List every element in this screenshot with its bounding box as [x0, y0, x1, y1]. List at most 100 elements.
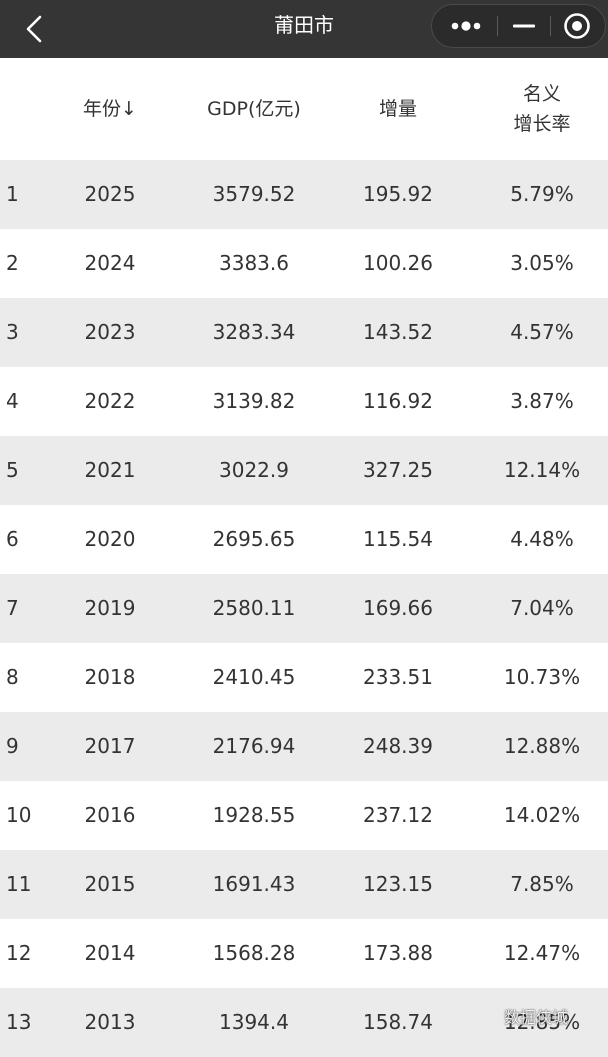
row-index: 4	[6, 389, 19, 413]
row-year: 2017	[84, 734, 136, 758]
row-increase: 173.88	[363, 941, 433, 965]
chevron-left-icon	[26, 15, 42, 43]
navigation-bar: 莆田市	[0, 0, 608, 58]
header-growth-rate: 名义 增长率	[470, 58, 608, 160]
row-gdp: 1568.28	[212, 941, 296, 965]
row-increase: 195.92	[363, 182, 433, 206]
row-gdp: 2695.65	[212, 527, 296, 551]
row-gdp: 1691.43	[212, 872, 296, 896]
row-growth-rate: 7.04%	[510, 596, 574, 620]
watermark-text: 数据侠城	[504, 1008, 569, 1027]
minimize-icon	[513, 24, 535, 28]
row-gdp: 2176.94	[212, 734, 296, 758]
row-gdp: 3579.52	[212, 182, 296, 206]
row-year: 2020	[84, 527, 136, 551]
row-growth-rate: 3.05%	[510, 251, 574, 275]
table-row: 4 2022 3139.82 116.92 3.87%	[0, 367, 608, 436]
capsule-divider	[550, 16, 551, 36]
row-gdp: 3139.82	[212, 389, 296, 413]
header-rate-line1: 名义	[522, 83, 561, 105]
row-growth-rate: 12.14%	[503, 458, 581, 482]
header-increase: 增量	[330, 58, 466, 160]
row-index: 2	[6, 251, 19, 275]
row-year: 2021	[84, 458, 136, 482]
minimize-button[interactable]	[498, 5, 550, 47]
header-gdp-label: GDP(亿元)	[207, 98, 301, 120]
row-growth-rate: 10.73%	[503, 665, 581, 689]
row-index: 1	[6, 182, 19, 206]
row-increase: 248.39	[363, 734, 433, 758]
row-growth-rate: 3.87%	[510, 389, 574, 413]
row-increase: 169.66	[363, 596, 433, 620]
row-growth-rate: 12.85%	[503, 1010, 581, 1034]
row-gdp: 1928.55	[212, 803, 296, 827]
row-index: 5	[6, 458, 19, 482]
row-increase: 100.26	[363, 251, 433, 275]
row-gdp: 1394.4	[219, 1010, 289, 1034]
table-row: 2 2024 3383.6 100.26 3.05%	[0, 229, 608, 298]
row-increase: 327.25	[363, 458, 433, 482]
table-row: 6 2020 2695.65 115.54 4.48%	[0, 505, 608, 574]
table-header: 年份↓ GDP(亿元) 增量 名义 增长率	[0, 58, 608, 160]
header-year[interactable]: 年份↓	[58, 58, 162, 160]
header-year-label: 年份↓	[83, 98, 137, 120]
row-gdp: 3283.34	[212, 320, 296, 344]
row-year: 2013	[84, 1010, 136, 1034]
capsule-divider	[497, 16, 498, 36]
row-growth-rate: 7.85%	[510, 872, 574, 896]
header-gdp: GDP(亿元)	[180, 58, 328, 160]
row-index: 11	[6, 872, 32, 896]
row-increase: 237.12	[363, 803, 433, 827]
table-row: 3 2023 3283.34 143.52 4.57%	[0, 298, 608, 367]
row-index: 8	[6, 665, 19, 689]
row-year: 2023	[84, 320, 136, 344]
row-growth-rate: 4.57%	[510, 320, 574, 344]
row-index: 13	[6, 1010, 32, 1034]
row-index: 6	[6, 527, 19, 551]
row-year: 2015	[84, 872, 136, 896]
row-increase: 116.92	[363, 389, 433, 413]
row-increase: 143.52	[363, 320, 433, 344]
row-year: 2025	[84, 182, 136, 206]
table-row: 9 2017 2176.94 248.39 12.88%	[0, 712, 608, 781]
header-increase-label: 增量	[378, 98, 417, 120]
row-year: 2022	[84, 389, 136, 413]
row-year: 2018	[84, 665, 136, 689]
close-button[interactable]	[551, 5, 603, 47]
more-button[interactable]	[436, 5, 496, 47]
row-growth-rate: 12.47%	[503, 941, 581, 965]
row-increase: 233.51	[363, 665, 433, 689]
row-gdp: 2410.45	[212, 665, 296, 689]
gdp-table: 年份↓ GDP(亿元) 增量 名义 增长率 1 2025 3579.52 195.92…	[0, 58, 608, 1057]
row-index: 3	[6, 320, 19, 344]
table-row: 8 2018 2410.45 233.51 10.73%	[0, 643, 608, 712]
more-dots-icon	[451, 21, 481, 31]
row-year: 2019	[84, 596, 136, 620]
table-row: 11 2015 1691.43 123.15 7.85%	[0, 850, 608, 919]
row-index: 10	[6, 803, 32, 827]
mini-program-capsule	[431, 4, 606, 48]
row-increase: 158.74	[363, 1010, 433, 1034]
table-row: 7 2019 2580.11 169.66 7.04%	[0, 574, 608, 643]
table-row: 5 2021 3022.9 327.25 12.14%	[0, 436, 608, 505]
row-gdp: 2580.11	[212, 596, 296, 620]
row-gdp: 3383.6	[219, 251, 289, 275]
row-increase: 123.15	[363, 872, 433, 896]
row-growth-rate: 5.79%	[510, 182, 574, 206]
target-close-icon	[564, 13, 590, 39]
row-index: 9	[6, 734, 19, 758]
row-gdp: 3022.9	[219, 458, 289, 482]
table-row: 10 2016 1928.55 237.12 14.02%	[0, 781, 608, 850]
row-index: 7	[6, 596, 19, 620]
row-increase: 115.54	[363, 527, 433, 551]
row-index: 12	[6, 941, 32, 965]
row-growth-rate: 4.48%	[510, 527, 574, 551]
table-row: 12 2014 1568.28 173.88 12.47%	[0, 919, 608, 988]
row-year: 2016	[84, 803, 136, 827]
row-growth-rate: 12.88%	[503, 734, 581, 758]
header-rate-line2: 增长率	[513, 113, 571, 135]
table-body: 1 2025 3579.52 195.92 5.79% 2 2024 3383.6 100.26…	[0, 160, 608, 1057]
row-year: 2014	[84, 941, 136, 965]
back-button[interactable]	[14, 9, 54, 49]
row-growth-rate: 14.02%	[503, 803, 581, 827]
